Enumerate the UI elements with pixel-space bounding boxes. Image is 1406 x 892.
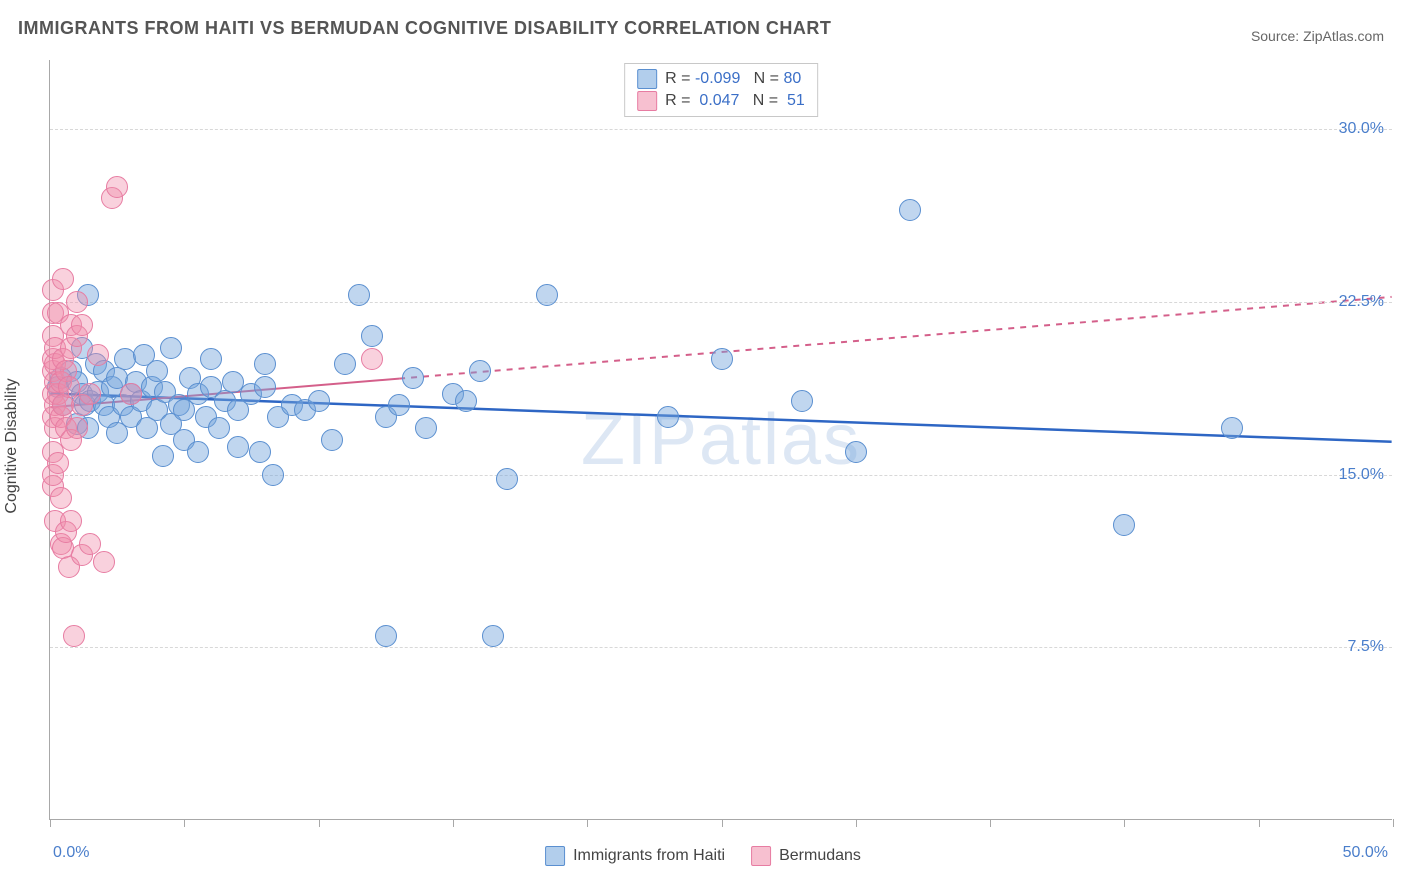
legend-stats-row: R = 0.047 N = 51: [637, 90, 805, 112]
data-point: [152, 445, 174, 467]
data-point: [106, 176, 128, 198]
x-tick: [587, 819, 588, 827]
swatch-icon: [637, 69, 657, 89]
stat-r-value: -0.099: [695, 70, 740, 87]
stat-n-label: N =: [739, 92, 782, 109]
swatch-icon: [637, 91, 657, 111]
data-point: [791, 390, 813, 412]
data-point: [52, 268, 74, 290]
y-tick-label: 22.5%: [1339, 293, 1384, 311]
trend-line-dashed: [399, 297, 1392, 379]
legend-series: Immigrants from Haiti Bermudans: [545, 846, 861, 866]
gridline: [50, 129, 1392, 130]
data-point: [361, 325, 383, 347]
x-tick: [50, 819, 51, 827]
x-tick: [1259, 819, 1260, 827]
stat-r-label: R =: [665, 70, 695, 87]
y-axis-title: Cognitive Disability: [3, 378, 21, 513]
data-point: [227, 436, 249, 458]
data-point: [361, 348, 383, 370]
y-tick-label: 15.0%: [1339, 466, 1384, 484]
data-point: [657, 406, 679, 428]
data-point: [208, 417, 230, 439]
data-point: [845, 441, 867, 463]
data-point: [348, 284, 370, 306]
data-point: [496, 468, 518, 490]
plot-area: ZIPatlas R = -0.099 N = 80 R = 0.047 N =…: [49, 60, 1392, 820]
data-point: [334, 353, 356, 375]
x-tick: [453, 819, 454, 827]
data-point: [66, 291, 88, 313]
data-point: [254, 353, 276, 375]
stat-n-label: N =: [740, 70, 783, 87]
stat-n-value: 80: [783, 70, 801, 87]
data-point: [71, 314, 93, 336]
data-point: [469, 360, 491, 382]
data-point: [47, 452, 69, 474]
data-point: [402, 367, 424, 389]
source-attribution: Source: ZipAtlas.com: [1251, 28, 1384, 44]
x-axis-max-label: 50.0%: [1343, 844, 1388, 862]
data-point: [711, 348, 733, 370]
data-point: [536, 284, 558, 306]
legend-item: Bermudans: [751, 846, 861, 866]
data-point: [87, 344, 109, 366]
data-point: [899, 199, 921, 221]
chart-container: IMMIGRANTS FROM HAITI VS BERMUDAN COGNIT…: [0, 0, 1406, 892]
legend-item-label: Bermudans: [779, 847, 861, 865]
chart-title: IMMIGRANTS FROM HAITI VS BERMUDAN COGNIT…: [18, 18, 831, 39]
x-tick: [1393, 819, 1394, 827]
data-point: [375, 625, 397, 647]
trend-lines-layer: [50, 60, 1392, 819]
data-point: [200, 348, 222, 370]
source-value: ZipAtlas.com: [1303, 28, 1384, 44]
data-point: [60, 510, 82, 532]
x-tick: [722, 819, 723, 827]
data-point: [1113, 514, 1135, 536]
data-point: [262, 464, 284, 486]
swatch-icon: [751, 846, 771, 866]
data-point: [50, 487, 72, 509]
data-point: [321, 429, 343, 451]
data-point: [415, 417, 437, 439]
data-point: [1221, 417, 1243, 439]
gridline: [50, 302, 1392, 303]
data-point: [249, 441, 271, 463]
source-label: Source:: [1251, 28, 1299, 44]
data-point: [455, 390, 477, 412]
data-point: [146, 360, 168, 382]
legend-item-label: Immigrants from Haiti: [573, 847, 725, 865]
x-tick: [319, 819, 320, 827]
legend-item: Immigrants from Haiti: [545, 846, 725, 866]
stat-n-value: 51: [783, 92, 805, 109]
x-axis-min-label: 0.0%: [53, 844, 89, 862]
gridline: [50, 475, 1392, 476]
legend-stats: R = -0.099 N = 80 R = 0.047 N = 51: [624, 63, 818, 117]
x-tick: [990, 819, 991, 827]
data-point: [63, 625, 85, 647]
data-point: [160, 337, 182, 359]
y-tick-label: 30.0%: [1339, 120, 1384, 138]
data-point: [187, 441, 209, 463]
data-point: [254, 376, 276, 398]
y-tick-label: 7.5%: [1348, 638, 1384, 656]
gridline: [50, 647, 1392, 648]
data-point: [388, 394, 410, 416]
legend-stats-row: R = -0.099 N = 80: [637, 68, 805, 90]
data-point: [79, 383, 101, 405]
data-point: [66, 417, 88, 439]
x-tick: [184, 819, 185, 827]
data-point: [120, 383, 142, 405]
x-tick: [856, 819, 857, 827]
data-point: [482, 625, 504, 647]
data-point: [93, 551, 115, 573]
stat-r-value: 0.047: [695, 92, 739, 109]
watermark: ZIPatlas: [581, 399, 861, 481]
x-tick: [1124, 819, 1125, 827]
swatch-icon: [545, 846, 565, 866]
stat-r-label: R =: [665, 92, 695, 109]
data-point: [308, 390, 330, 412]
